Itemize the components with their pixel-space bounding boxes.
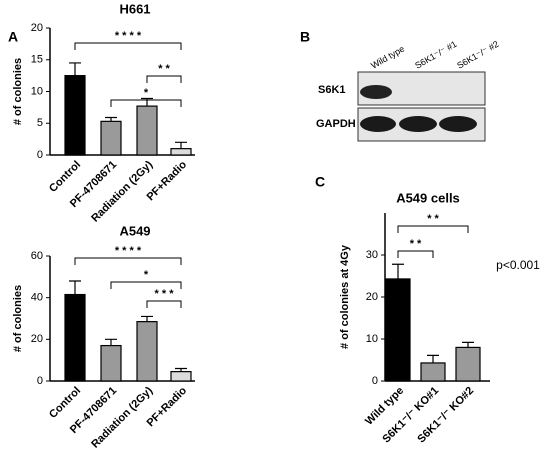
error-bar xyxy=(105,338,117,346)
panel-label: B xyxy=(300,29,310,45)
panel-label: A xyxy=(8,29,18,45)
significance-label: * * * * xyxy=(115,245,142,257)
y-tick-label: 10 xyxy=(366,333,378,345)
bar xyxy=(100,344,122,382)
row-label: S6K1 xyxy=(318,84,346,96)
lane-label: S6K1⁻/⁻ #2 xyxy=(455,39,500,71)
y-tick-label: 0 xyxy=(37,375,43,387)
x-tick-label: Radiation (2Gy) xyxy=(89,384,155,450)
y-axis-label: # of colonies at 4Gy xyxy=(339,244,351,349)
significance-bracket xyxy=(74,257,182,265)
row-label: GAPDH xyxy=(316,118,356,130)
y-tick-label: 15 xyxy=(31,54,43,66)
y-tick-label: 10 xyxy=(31,85,43,97)
error-bar xyxy=(392,263,404,279)
significance-bracket xyxy=(397,225,469,233)
significance-bracket xyxy=(110,99,182,107)
y-tick-label: 20 xyxy=(31,22,43,34)
bar xyxy=(385,278,411,382)
y-tick-label: 5 xyxy=(37,117,43,129)
y-tick-label: 60 xyxy=(31,250,43,262)
y-tick-label: 0 xyxy=(372,375,378,387)
y-tick-label: 0 xyxy=(37,149,43,161)
bar xyxy=(100,120,122,156)
significance-label: * * * xyxy=(155,288,175,300)
x-tick-label: Radiation (2Gy) xyxy=(89,158,155,224)
y-axis-label: # of colonies xyxy=(12,285,24,352)
bar xyxy=(170,371,192,382)
significance-bracket xyxy=(146,300,182,308)
significance-bracket xyxy=(397,250,434,258)
western-blot: S6K1 GAPDH Wild type S6K1⁻/⁻ #1 S6K1⁻/⁻ … xyxy=(316,39,500,142)
bar xyxy=(170,148,192,156)
x-tick-label: Control xyxy=(47,159,83,195)
panel-label: C xyxy=(315,174,325,190)
band xyxy=(439,116,477,132)
error-bar xyxy=(69,62,81,76)
significance-label: * * xyxy=(410,238,422,250)
error-bar xyxy=(175,141,187,149)
error-bar xyxy=(427,354,439,363)
error-bar xyxy=(175,367,187,372)
bar xyxy=(136,105,158,156)
annotation: p<0.001 xyxy=(496,258,540,272)
error-bar xyxy=(462,341,474,348)
lane-label: Wild type xyxy=(369,44,406,71)
band xyxy=(360,116,396,132)
y-tick-label: 30 xyxy=(366,249,378,261)
chart-title: A549 xyxy=(119,223,150,238)
significance-label: * xyxy=(144,269,149,281)
significance-label: * * xyxy=(427,213,439,225)
chart-title: A549 cells xyxy=(396,190,460,205)
error-bar xyxy=(69,280,81,295)
y-tick-label: 20 xyxy=(366,291,378,303)
error-bar xyxy=(141,315,153,322)
significance-label: * * xyxy=(158,63,170,75)
significance-bracket xyxy=(146,75,182,83)
significance-label: * xyxy=(144,87,149,99)
y-tick-label: 20 xyxy=(31,333,43,345)
x-tick-label: Control xyxy=(47,385,83,421)
significance-bracket xyxy=(74,42,182,50)
significance-label: * * * * xyxy=(115,30,142,42)
band xyxy=(399,116,437,132)
chart-title: H661 xyxy=(119,1,150,16)
bar xyxy=(455,346,481,382)
band xyxy=(360,85,392,99)
y-tick-label: 40 xyxy=(31,292,43,304)
bar xyxy=(136,321,158,382)
bar xyxy=(64,293,86,382)
bar xyxy=(420,362,446,382)
significance-bracket xyxy=(110,281,182,289)
y-axis-label: # of colonies xyxy=(12,58,24,125)
lane-label: S6K1⁻/⁻ #1 xyxy=(413,39,458,71)
error-bar xyxy=(105,116,117,122)
bar xyxy=(64,75,86,156)
